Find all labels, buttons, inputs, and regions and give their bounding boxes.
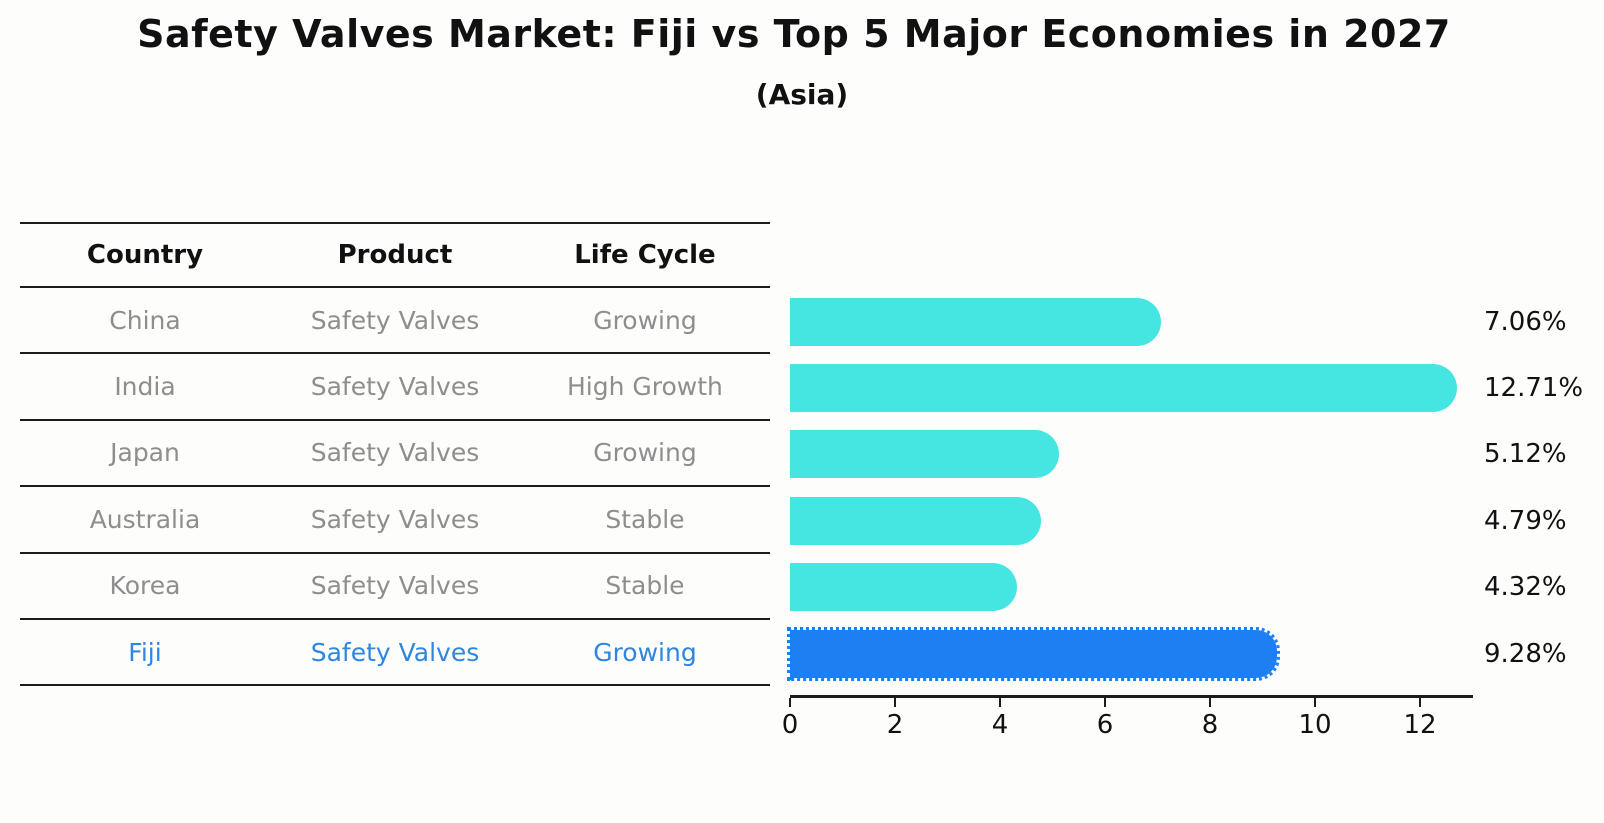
- bar-australia: [790, 496, 1042, 545]
- x-tick-mark: [1104, 698, 1106, 707]
- table-cell-life-cycle: Stable: [605, 571, 685, 601]
- table-cell-product: Safety Valves: [310, 571, 480, 601]
- table-cell-product: Safety Valves: [310, 637, 480, 667]
- x-tick-mark: [1209, 698, 1211, 707]
- table-row-china: China Safety Valves Growing: [20, 288, 770, 355]
- table-cell-life-cycle: Growing: [593, 438, 697, 468]
- table-cell-country: China: [109, 305, 181, 335]
- x-tick-label: 2: [886, 710, 904, 740]
- x-tick-label: 10: [1298, 710, 1332, 740]
- bar-china: [790, 297, 1161, 346]
- table-body: China Safety Valves Growing India Safety Val…: [20, 288, 770, 687]
- table-cell-product: Safety Valves: [310, 372, 480, 402]
- table-cell-life-cycle: High Growth: [567, 372, 723, 402]
- bar-fiji: [787, 626, 1281, 681]
- bar-india: [790, 363, 1458, 412]
- x-tick-label: 6: [1096, 710, 1114, 740]
- table-cell-country: Japan: [110, 438, 180, 468]
- x-tick-label: 4: [991, 710, 1009, 740]
- table-cell-product: Safety Valves: [310, 438, 480, 468]
- table-header-row: Country Product Life Cycle: [20, 222, 770, 288]
- value-label-china: 7.06%: [1484, 306, 1567, 337]
- table-row-india: India Safety Valves High Growth: [20, 354, 770, 421]
- table-header-life-cycle: Life Cycle: [574, 240, 716, 270]
- value-label-fiji: 9.28%: [1484, 638, 1567, 669]
- x-tick-mark: [999, 698, 1001, 707]
- value-label-australia: 4.79%: [1484, 505, 1567, 536]
- country-table: Country Product Life Cycle China Safety V…: [20, 222, 770, 687]
- table-cell-product: Safety Valves: [310, 504, 480, 534]
- chart-subtitle: (Asia): [755, 78, 849, 111]
- x-tick-label: 0: [781, 710, 799, 740]
- table-row-australia: Australia Safety Valves Stable: [20, 487, 770, 554]
- x-tick-label: 8: [1201, 710, 1219, 740]
- x-tick-mark: [789, 698, 791, 707]
- value-label-india: 12.71%: [1484, 372, 1584, 403]
- value-label-japan: 5.12%: [1484, 439, 1567, 470]
- table-header-country: Country: [86, 240, 204, 270]
- x-axis-line: [790, 695, 1473, 698]
- chart-title: Safety Valves Market: Fiji vs Top 5 Majo…: [137, 12, 1451, 56]
- table-cell-life-cycle: Growing: [593, 637, 697, 667]
- table-row-korea: Korea Safety Valves Stable: [20, 554, 770, 620]
- table-row-fiji: Fiji Safety Valves Growing: [20, 620, 770, 687]
- value-label-korea: 4.32%: [1484, 572, 1567, 603]
- bar-korea: [790, 563, 1017, 612]
- x-tick-mark: [1419, 698, 1421, 707]
- table-cell-country: India: [114, 372, 176, 402]
- table-cell-life-cycle: Stable: [605, 504, 685, 534]
- x-tick-mark: [1314, 698, 1316, 707]
- x-tick-label: 12: [1403, 710, 1437, 740]
- table-row-japan: Japan Safety Valves Growing: [20, 421, 770, 488]
- table-cell-life-cycle: Growing: [593, 305, 697, 335]
- table-cell-country: Australia: [89, 504, 201, 534]
- table-cell-country: Fiji: [128, 637, 162, 667]
- x-tick-mark: [894, 698, 896, 707]
- table-header-product: Product: [337, 240, 453, 270]
- bar-japan: [790, 430, 1059, 479]
- table-cell-country: Korea: [109, 571, 181, 601]
- table-cell-product: Safety Valves: [310, 305, 480, 335]
